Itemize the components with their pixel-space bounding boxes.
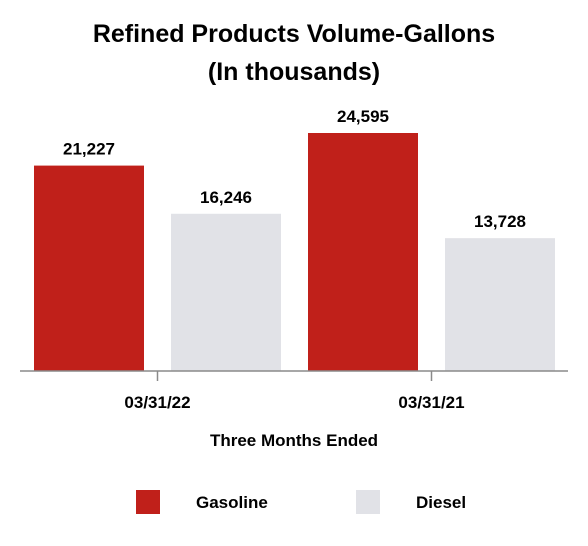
chart-title-line-2: (In thousands) xyxy=(208,58,380,86)
x-axis-title: Three Months Ended xyxy=(210,431,378,450)
x-tick-label-1: 03/31/22 xyxy=(124,393,190,412)
value-label-gasoline-2: 24,595 xyxy=(337,107,389,126)
x-axis-tick-labels: 03/31/22 03/31/21 xyxy=(124,393,464,412)
legend-label-gasoline: Gasoline xyxy=(196,493,268,512)
bar-gasoline-1 xyxy=(34,165,144,371)
legend-swatch-gasoline xyxy=(136,490,160,514)
bar-gasoline-2 xyxy=(308,133,418,371)
value-labels-group: 21,227 16,246 24,595 13,728 xyxy=(63,107,526,231)
x-tick-label-2: 03/31/21 xyxy=(398,393,464,412)
legend-swatch-diesel xyxy=(356,490,380,514)
value-label-gasoline-1: 21,227 xyxy=(63,140,115,159)
bar-diesel-1 xyxy=(171,213,281,371)
x-axis-ticks xyxy=(156,371,433,381)
legend-label-diesel: Diesel xyxy=(416,493,466,512)
legend: Gasoline Diesel xyxy=(136,490,466,514)
bars-group xyxy=(34,133,555,371)
value-label-diesel-2: 13,728 xyxy=(474,212,526,231)
value-label-diesel-1: 16,246 xyxy=(200,188,252,207)
bar-diesel-2 xyxy=(445,238,555,371)
chart-title-line-1: Refined Products Volume-Gallons xyxy=(93,20,495,48)
